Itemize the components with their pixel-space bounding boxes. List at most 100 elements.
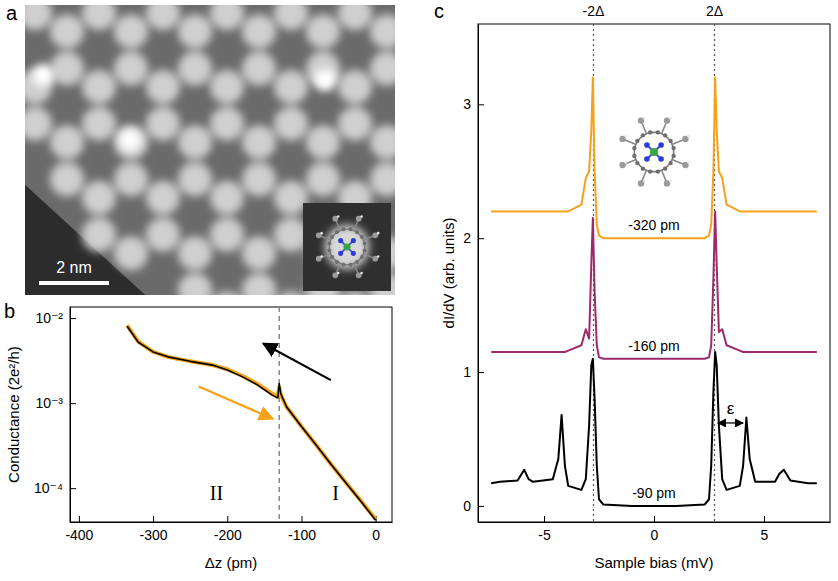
tick-label: -100 xyxy=(288,527,316,543)
data-line xyxy=(491,211,817,358)
molecule-blob xyxy=(210,70,244,104)
molecule-blob xyxy=(338,70,372,104)
threshold-line xyxy=(278,307,280,522)
molecule-atom xyxy=(377,255,380,258)
molecule-atom xyxy=(360,215,363,218)
molecule-atom xyxy=(320,255,323,258)
molecule-blob xyxy=(242,273,276,295)
molecule-blob xyxy=(146,181,180,215)
molecule-blob xyxy=(370,14,395,48)
molecule-atom xyxy=(643,117,646,120)
molecule-atom xyxy=(335,260,339,264)
series-label: -90 pm xyxy=(632,485,676,501)
tick-label: 0 xyxy=(463,498,471,514)
plot-marks xyxy=(127,307,376,522)
figure: 2 nma-400-300-200-100010⁻⁴10⁻³10⁻²IIIΔz … xyxy=(0,0,838,581)
molecule-blob xyxy=(178,51,212,85)
tick-mark xyxy=(70,318,76,319)
tick-mark xyxy=(70,403,76,404)
reference-label: 2Δ xyxy=(706,3,723,19)
molecule-atom xyxy=(360,255,364,259)
molecule-atom xyxy=(635,161,639,165)
molecule-blob xyxy=(274,5,308,30)
panel-label: a xyxy=(6,2,18,24)
molecule-blob xyxy=(370,51,395,85)
tick-mark xyxy=(478,506,484,507)
molecule-atom xyxy=(337,272,340,275)
molecule-blob xyxy=(178,273,212,295)
molecule-blob xyxy=(210,107,244,141)
axis: 0 1 2 3 xyxy=(463,25,484,523)
tick: 10⁻² xyxy=(35,310,76,326)
molecule-atom xyxy=(641,166,645,170)
molecule-blob xyxy=(274,107,308,141)
molecule-atom xyxy=(648,169,652,173)
inset-glow xyxy=(325,225,369,269)
molecule-blob xyxy=(242,14,276,48)
data-line xyxy=(127,326,376,520)
tick-label: -5 xyxy=(538,527,551,543)
adatom xyxy=(314,69,336,91)
molecule-blob xyxy=(274,181,308,215)
molecule-blob xyxy=(370,162,395,196)
tick-mark xyxy=(79,516,80,522)
molecule-atom xyxy=(320,232,323,235)
molecule-atom xyxy=(338,238,343,243)
adatom xyxy=(119,129,141,151)
panel-chart: -400-300-200-100010⁻⁴10⁻³10⁻²IIIΔz (pm)C… xyxy=(4,300,393,571)
molecule-blob xyxy=(82,181,116,215)
molecule-blob xyxy=(82,107,116,141)
tick-label: 10⁻⁴ xyxy=(34,480,63,496)
panel-label: c xyxy=(434,0,444,22)
tick-mark xyxy=(153,516,154,522)
axis-line xyxy=(71,522,393,523)
molecule-blob xyxy=(50,51,84,85)
molecule-atom xyxy=(671,146,675,150)
molecule-atom xyxy=(360,272,363,275)
molecule-atom xyxy=(687,161,690,164)
tick-mark xyxy=(764,516,765,522)
axis: -400-300-200-1000 xyxy=(65,516,392,543)
molecule-blob xyxy=(178,162,212,196)
molecule-blob xyxy=(50,125,84,159)
molecule-blob xyxy=(338,5,372,30)
tick-label: 10⁻³ xyxy=(35,395,63,411)
series-label: -160 pm xyxy=(628,338,679,354)
tick: -400 xyxy=(65,516,93,543)
x-axis-title: Δz (pm) xyxy=(205,554,258,571)
molecule-blob xyxy=(242,236,276,270)
tick-mark xyxy=(544,516,545,522)
molecule-blob xyxy=(242,125,276,159)
panel-label: b xyxy=(4,300,15,322)
molecule-atom xyxy=(632,154,636,158)
molecule-atom xyxy=(643,180,646,183)
axis-line xyxy=(70,308,71,523)
axis: 10⁻⁴ 10⁻³ 10⁻² xyxy=(34,308,76,523)
molecule-atom xyxy=(360,235,364,239)
series-label: -320 pm xyxy=(628,217,679,233)
molecule-blob xyxy=(82,70,116,104)
tick: -300 xyxy=(140,516,168,543)
molecule-atom xyxy=(658,156,664,162)
plot-frame xyxy=(478,24,830,522)
data-line xyxy=(491,352,817,506)
molecule-layer xyxy=(25,5,395,295)
tick: -5 xyxy=(538,516,551,543)
molecule-atom xyxy=(644,156,650,162)
tick-label: 3 xyxy=(463,96,471,112)
molecule-atom xyxy=(330,255,334,259)
tick-label: 1 xyxy=(463,364,471,380)
molecule-atom xyxy=(669,180,672,183)
molecule-atom xyxy=(650,148,658,156)
scale-bar xyxy=(39,281,109,285)
molecule-atom xyxy=(656,130,660,134)
molecule-atom xyxy=(342,263,346,267)
molecule-blob xyxy=(25,5,52,30)
data-line xyxy=(127,325,376,519)
molecule-atom xyxy=(658,142,664,148)
tick-label: 2 xyxy=(463,230,471,246)
molecule-atom xyxy=(687,135,690,138)
molecule-atom xyxy=(656,169,660,173)
molecule-atom xyxy=(342,227,346,231)
tick-mark xyxy=(478,372,484,373)
